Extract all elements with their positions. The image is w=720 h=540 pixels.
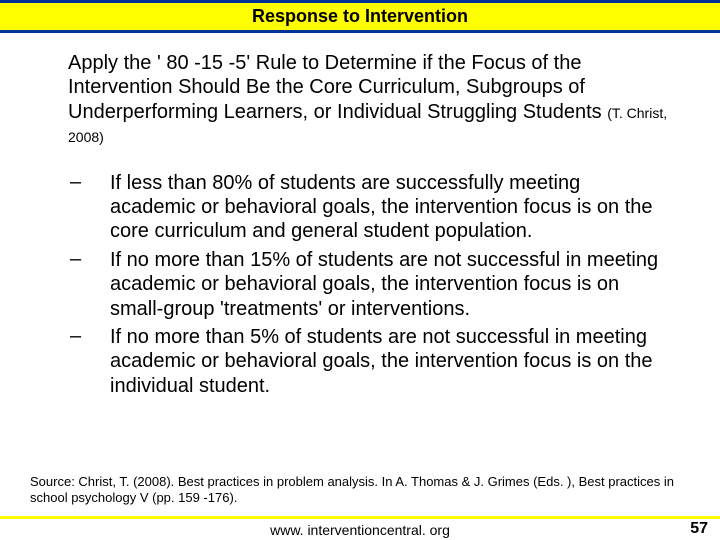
header-title: Response to Intervention [0, 6, 720, 27]
bullet-text: If no more than 5% of students are not s… [110, 325, 670, 398]
bullet-marker: – [68, 171, 110, 244]
slide-header: Response to Intervention [0, 0, 720, 33]
list-item: – If no more than 15% of students are no… [68, 248, 670, 321]
bullet-marker: – [68, 248, 110, 321]
main-heading: Apply the ' 80 -15 -5' Rule to Determine… [68, 51, 670, 149]
list-item: – If no more than 5% of students are not… [68, 325, 670, 398]
bullet-list: – If less than 80% of students are succe… [68, 171, 670, 399]
bullet-marker: – [68, 325, 110, 398]
list-item: – If less than 80% of students are succe… [68, 171, 670, 244]
slide-content: Apply the ' 80 -15 -5' Rule to Determine… [0, 33, 720, 398]
slide-footer: www. interventioncentral. org 57 [0, 516, 720, 540]
bullet-text: If no more than 15% of students are not … [110, 248, 670, 321]
page-number: 57 [690, 520, 708, 538]
bullet-text: If less than 80% of students are success… [110, 171, 670, 244]
heading-text: Apply the ' 80 -15 -5' Rule to Determine… [68, 52, 607, 123]
source-citation: Source: Christ, T. (2008). Best practice… [30, 474, 690, 507]
footer-url: www. interventioncentral. org [270, 522, 450, 538]
